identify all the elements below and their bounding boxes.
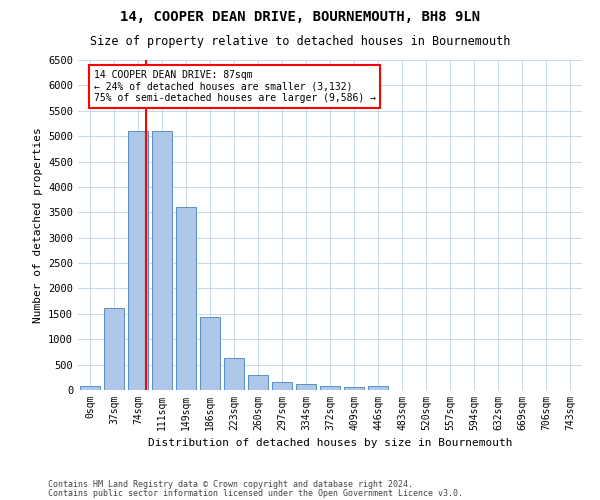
Bar xyxy=(272,382,292,390)
Y-axis label: Number of detached properties: Number of detached properties xyxy=(32,127,43,323)
Text: Contains public sector information licensed under the Open Government Licence v3: Contains public sector information licen… xyxy=(48,489,463,498)
Bar xyxy=(104,308,124,390)
Bar xyxy=(248,376,268,390)
Text: Size of property relative to detached houses in Bournemouth: Size of property relative to detached ho… xyxy=(90,35,510,48)
Bar xyxy=(200,318,220,390)
Bar xyxy=(128,131,148,390)
Bar xyxy=(224,358,244,390)
Text: Contains HM Land Registry data © Crown copyright and database right 2024.: Contains HM Land Registry data © Crown c… xyxy=(48,480,413,489)
Bar xyxy=(80,386,100,390)
Text: 14 COOPER DEAN DRIVE: 87sqm
← 24% of detached houses are smaller (3,132)
75% of : 14 COOPER DEAN DRIVE: 87sqm ← 24% of det… xyxy=(94,70,376,103)
Bar xyxy=(296,384,316,390)
X-axis label: Distribution of detached houses by size in Bournemouth: Distribution of detached houses by size … xyxy=(148,438,512,448)
Bar xyxy=(320,386,340,390)
Bar xyxy=(176,207,196,390)
Bar xyxy=(152,131,172,390)
Text: 14, COOPER DEAN DRIVE, BOURNEMOUTH, BH8 9LN: 14, COOPER DEAN DRIVE, BOURNEMOUTH, BH8 … xyxy=(120,10,480,24)
Bar xyxy=(344,387,364,390)
Bar xyxy=(368,386,388,390)
